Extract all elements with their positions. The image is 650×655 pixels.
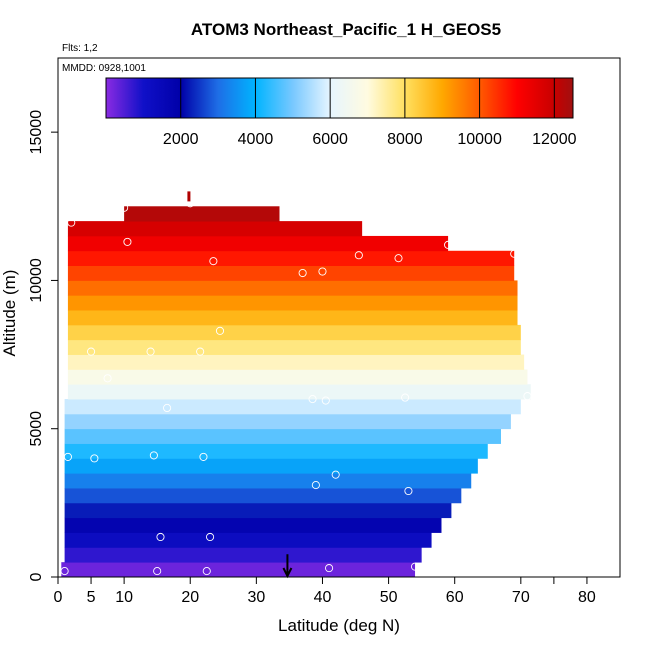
sample-point-22 <box>196 347 205 356</box>
altitude-band-5 <box>64 488 462 504</box>
altitude-band-17 <box>67 310 518 326</box>
sample-point-24 <box>298 268 307 278</box>
sample-point-15 <box>308 395 317 404</box>
markers <box>187 191 293 579</box>
altitude-band-14 <box>67 354 525 370</box>
sample-point-12 <box>149 451 158 460</box>
altitude-band-18 <box>67 295 518 311</box>
altitude-band-21 <box>67 250 515 266</box>
altitude-band-6 <box>64 473 472 489</box>
sample-point-13 <box>199 452 208 461</box>
altitude-band-0 <box>61 562 416 578</box>
altitude-band-12 <box>67 384 531 400</box>
sample-points <box>60 199 532 576</box>
altitude-band-1 <box>64 547 422 563</box>
sample-point-3 <box>325 564 334 573</box>
altitude-band-3 <box>64 517 442 533</box>
altitude-band-20 <box>67 265 515 281</box>
sample-point-23 <box>215 326 225 335</box>
sample-point-29 <box>510 249 519 258</box>
sample-point-20 <box>87 347 96 356</box>
sample-point-27 <box>354 251 363 260</box>
x-tick-label-6: 50 <box>380 589 398 606</box>
sample-point-18 <box>523 392 532 401</box>
y-tick-label-0: 0 <box>28 572 45 581</box>
sample-point-2 <box>202 567 211 576</box>
sample-point-25 <box>318 267 327 276</box>
sample-point-10 <box>63 452 72 461</box>
sample-point-7 <box>311 481 320 490</box>
x-tick-label-7: 60 <box>446 589 464 606</box>
altitude-band-8 <box>64 443 488 459</box>
sample-point-8 <box>404 486 413 496</box>
sample-point-0 <box>60 567 69 576</box>
down-arrow-marker <box>282 554 293 579</box>
sample-point-33 <box>120 203 129 212</box>
colorbar-ticks: 2000 4000 6000 8000 10000 12000 <box>163 78 577 148</box>
altitude-band-15 <box>67 339 521 355</box>
chart-title: ATOM3 Northeast_Pacific_1 H_GEOS5 <box>191 20 501 39</box>
subtitle-flights: Flts: 1,2 <box>62 43 98 54</box>
y-tick-label-2: 10000 <box>28 258 45 303</box>
sample-point-32 <box>67 218 76 227</box>
y-axis-label: Altitude (m) <box>0 270 19 357</box>
sample-point-1 <box>153 567 162 576</box>
altitude-band-10 <box>64 413 511 430</box>
sample-point-31 <box>444 240 453 249</box>
sample-point-4 <box>410 562 420 571</box>
axes: 0 5 10 20 30 40 50 60 70 80 0 5000 10000 15000 <box>28 110 596 606</box>
sample-point-21 <box>146 347 155 356</box>
subtitle-dates: MMDD: 0928,1001 <box>62 63 146 74</box>
altitude-band-23 <box>67 221 363 237</box>
colorbar-tick-label-0: 2000 <box>163 131 199 148</box>
x-tick-label-2: 10 <box>115 589 133 606</box>
sample-point-17 <box>401 393 410 402</box>
colorbar-tick-label-3: 8000 <box>387 131 423 148</box>
altitude-band-9 <box>64 428 501 444</box>
sample-point-30 <box>123 237 132 246</box>
altitude-band-16 <box>67 324 521 341</box>
colorbar-gradient <box>105 77 574 119</box>
x-tick-label-8: 70 <box>512 589 530 606</box>
altitude-bands <box>61 206 531 578</box>
y-tick-label-3: 15000 <box>28 110 45 155</box>
colorbar-tick-label-1: 4000 <box>238 131 274 148</box>
sample-point-16 <box>321 396 330 405</box>
altitude-band-2 <box>64 532 432 548</box>
sample-point-9 <box>331 470 340 479</box>
sample-point-19 <box>103 374 112 383</box>
colorbar-tick-label-4: 10000 <box>457 131 502 148</box>
altitude-band-19 <box>67 280 518 296</box>
x-tick-label-4: 30 <box>247 589 265 606</box>
x-tick-label-9: 80 <box>578 589 596 606</box>
sample-point-14 <box>163 403 172 413</box>
altitude-band-24 <box>124 206 280 222</box>
colorbar-tick-label-5: 12000 <box>532 131 577 148</box>
altitude-band-4 <box>64 502 452 519</box>
plot-frame <box>57 57 621 578</box>
altitude-band-11 <box>64 399 521 415</box>
altitude-band-13 <box>67 369 528 385</box>
sample-point-6 <box>206 532 215 542</box>
x-tick-label-0: 0 <box>54 589 63 606</box>
sample-point-26 <box>209 257 218 266</box>
y-tick-label-1: 5000 <box>28 411 45 447</box>
sample-point-28 <box>394 254 403 263</box>
x-tick-label-5: 40 <box>314 589 332 606</box>
x-tick-label-1: 5 <box>87 589 96 606</box>
sample-point-11 <box>90 454 99 463</box>
altitude-band-7 <box>64 458 478 474</box>
colorbar: 2000 4000 6000 8000 10000 12000 <box>105 77 577 148</box>
altitude-band-22 <box>67 235 449 252</box>
x-axis-label: Latitude (deg N) <box>278 616 400 635</box>
colorbar-tick-label-2: 6000 <box>312 131 348 148</box>
sample-point-5 <box>156 532 165 542</box>
x-tick-label-3: 20 <box>181 589 199 606</box>
